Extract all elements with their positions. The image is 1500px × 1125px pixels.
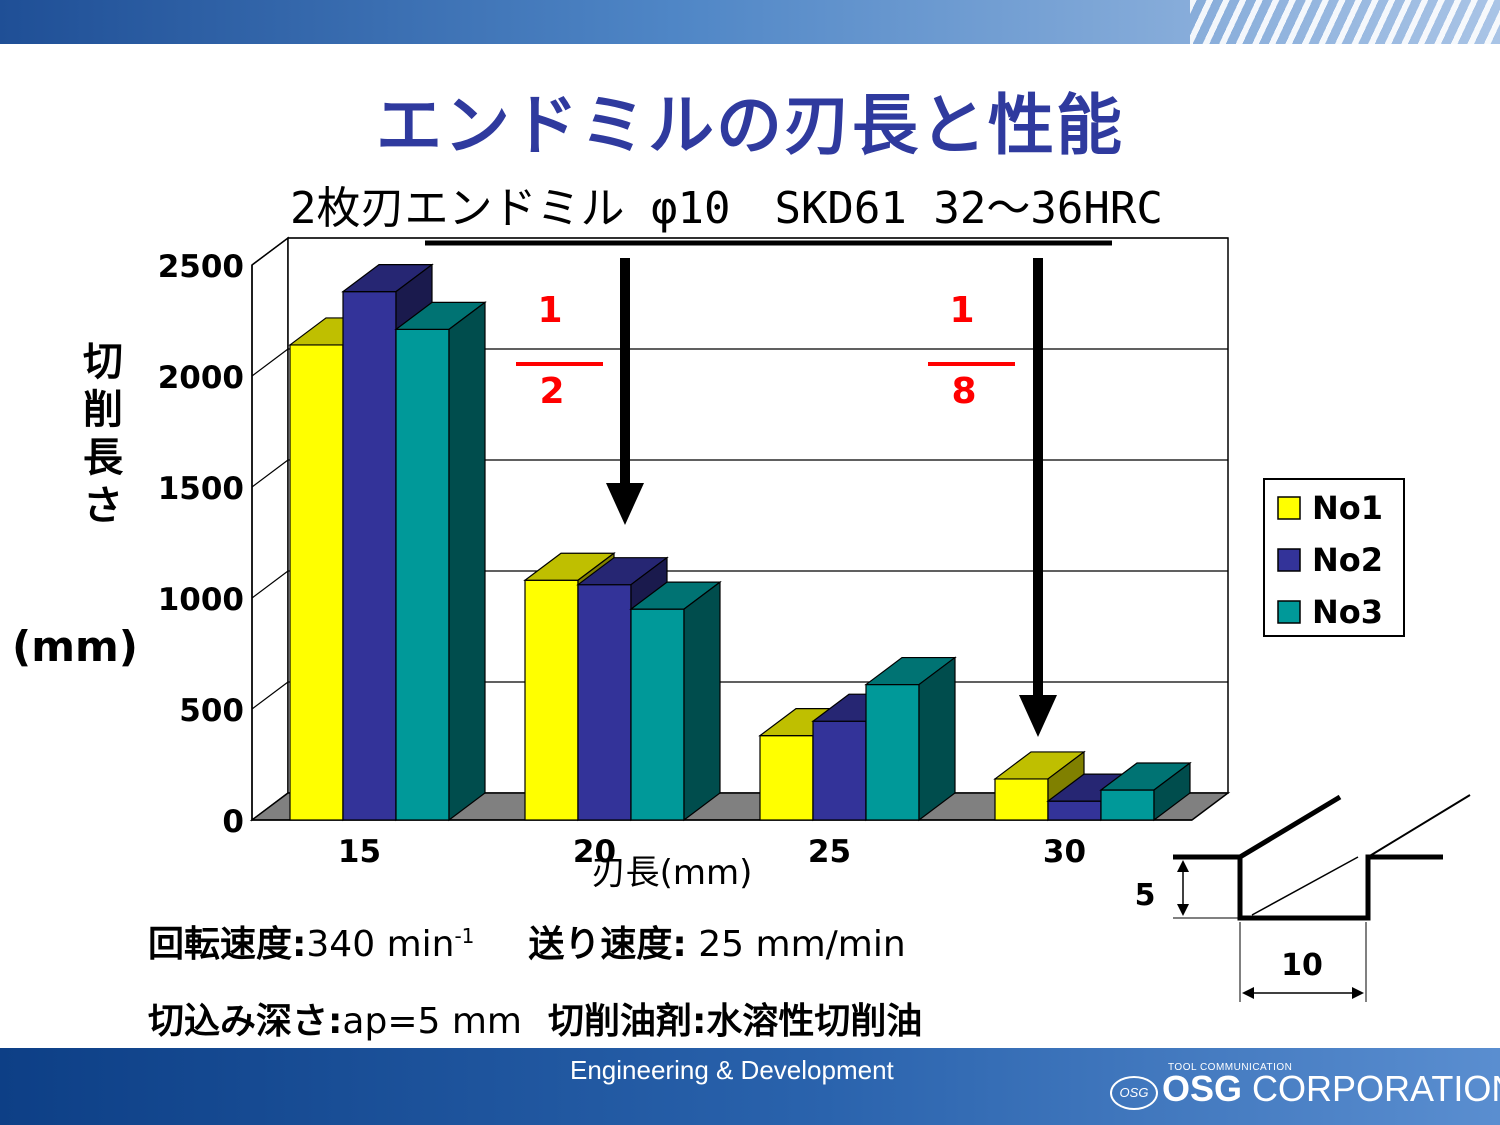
spindle-speed-label: 回転速度: xyxy=(148,924,307,965)
bar-front xyxy=(812,720,867,821)
x-axis-label: 刃長(mm) xyxy=(592,853,753,893)
fraction-numerator: 1 xyxy=(949,290,974,331)
x-tick-label: 20 xyxy=(573,834,616,870)
spindle-speed-exponent: -1 xyxy=(454,924,475,948)
x-tick-label: 25 xyxy=(808,834,851,870)
fraction-numerator: 1 xyxy=(537,290,562,331)
logo-corporation: CORPORATION xyxy=(1242,1068,1500,1109)
bar-front xyxy=(289,344,344,821)
bar-front xyxy=(524,579,579,821)
slide-subtitle: 2枚刃エンドミル φ10 SKD61 32～36HRC xyxy=(290,183,1163,234)
y-tick-label: 500 xyxy=(179,693,244,729)
x-tick-label: 30 xyxy=(1043,834,1086,870)
bar-front xyxy=(759,735,814,821)
coolant-label: 切削油剤: xyxy=(547,1001,707,1042)
fraction-denominator: 2 xyxy=(539,371,564,412)
bar-front xyxy=(577,584,632,821)
osg-logo-mark: OSG xyxy=(1110,1076,1158,1110)
y-tick-label: 1500 xyxy=(158,471,244,507)
legend-swatch xyxy=(1277,548,1301,572)
depth-label: 5 xyxy=(1135,878,1156,913)
footer-text: Engineering & Development xyxy=(570,1055,894,1085)
annotation-arrow-head xyxy=(606,483,644,525)
logo-osg: OSG xyxy=(1162,1068,1243,1109)
slide-title: エンドミルの刃長と性能 xyxy=(376,87,1124,164)
gridline-side xyxy=(251,459,289,488)
gridline-side xyxy=(251,348,289,377)
chart-side-wall xyxy=(251,236,289,822)
legend-label: No2 xyxy=(1312,541,1383,579)
banner-stripes xyxy=(1190,0,1500,44)
cutting-conditions-line-1: 回転速度:340 min-1 送り速度: 25 mm/min xyxy=(148,915,906,967)
fraction-denominator: 8 xyxy=(951,371,976,412)
gridline-side xyxy=(251,570,289,599)
y-tick-label: 1000 xyxy=(158,582,244,618)
depth-of-cut-value: ap=5 mm xyxy=(342,1001,522,1042)
annotation-arrow-head xyxy=(1019,695,1057,737)
cut-diagram: 5 10 xyxy=(1135,794,1471,1002)
bar-front xyxy=(1047,800,1102,821)
bar-front xyxy=(1100,789,1155,821)
top-banner xyxy=(0,0,1500,44)
legend-swatch xyxy=(1277,496,1301,520)
feed-rate-label: 送り速度: xyxy=(528,924,687,965)
bar-front xyxy=(994,778,1049,821)
bar-front xyxy=(395,328,450,821)
bar-side xyxy=(683,580,721,822)
y-tick-label: 2000 xyxy=(158,360,244,396)
bar-front xyxy=(865,683,920,821)
y-axis-label: 切削長さ xyxy=(83,339,123,529)
y-axis-unit: (mm) xyxy=(12,622,138,671)
depth-of-cut-label: 切込み深さ: xyxy=(148,1001,343,1042)
y-tick-label: 0 xyxy=(222,804,244,840)
legend-label: No1 xyxy=(1312,489,1383,527)
gridline-side xyxy=(251,237,289,266)
legend-label: No3 xyxy=(1312,593,1383,631)
gridline-side xyxy=(251,681,289,710)
x-tick-label: 15 xyxy=(338,834,381,870)
width-label: 10 xyxy=(1281,948,1323,983)
cutting-conditions-line-2: 切込み深さ:ap=5 mm 切削油剤:水溶性切削油 xyxy=(148,992,922,1044)
logo-tagline: TOOL COMMUNICATION xyxy=(1168,1062,1293,1073)
bar-side xyxy=(918,656,956,822)
bottom-banner xyxy=(0,1048,1500,1125)
bar-front xyxy=(342,291,397,821)
bar-front xyxy=(630,608,685,821)
legend-swatch xyxy=(1277,600,1301,624)
bar-side xyxy=(1153,761,1191,822)
coolant-value: 水溶性切削油 xyxy=(706,1001,923,1042)
spindle-speed-value: 340 min xyxy=(306,924,455,965)
feed-rate-value: 25 mm/min xyxy=(686,924,906,965)
bar-side xyxy=(448,301,486,822)
y-tick-label: 2500 xyxy=(158,249,244,285)
